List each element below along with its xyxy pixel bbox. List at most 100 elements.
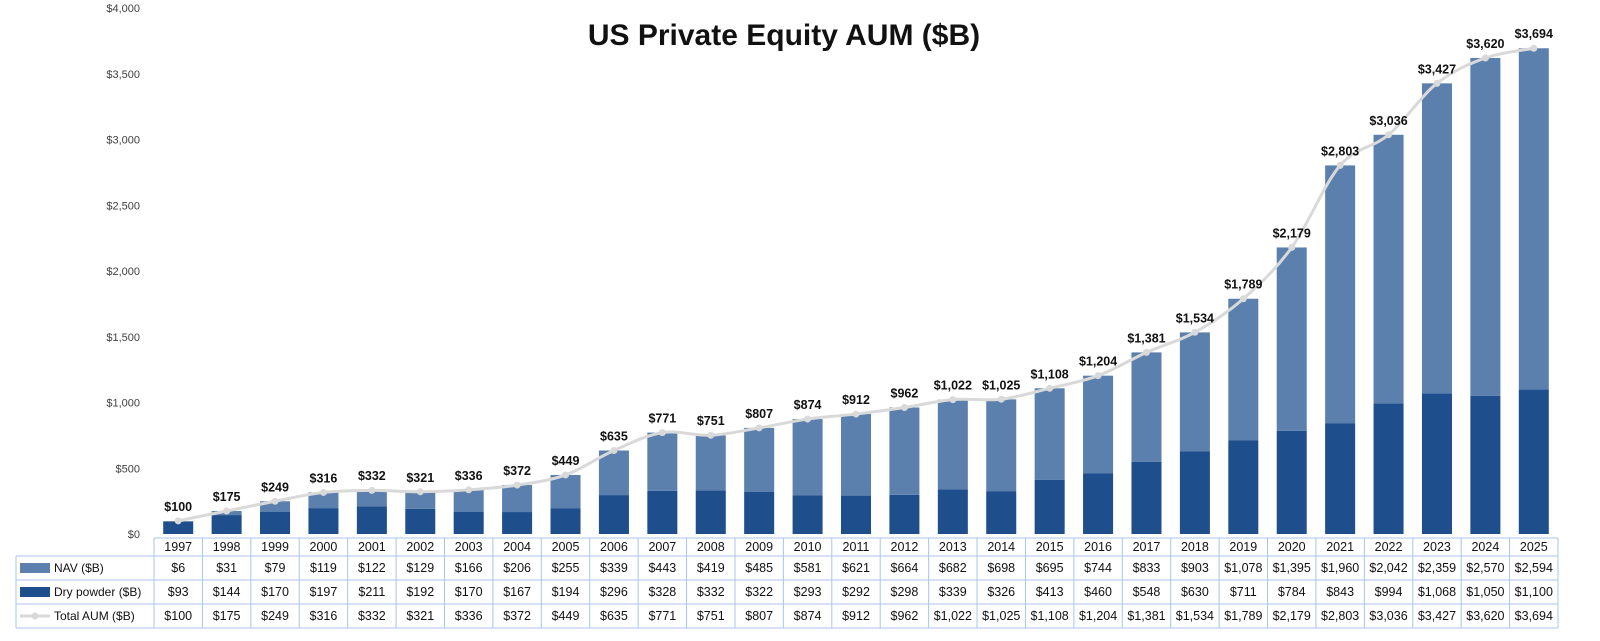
total-data-label: $336 — [455, 469, 483, 483]
total-aum-marker — [1481, 54, 1489, 62]
total-aum-marker — [707, 431, 715, 439]
total-data-label: $2,803 — [1321, 144, 1359, 158]
total-data-label: $3,620 — [1466, 37, 1504, 51]
category-label: 2007 — [648, 540, 676, 554]
bar-dry-powder — [1421, 393, 1452, 534]
bar-nav — [1131, 352, 1162, 462]
total-aum-marker — [562, 471, 570, 479]
table-cell: $419 — [697, 561, 725, 575]
table-cell: $326 — [987, 585, 1015, 599]
total-aum-marker — [223, 507, 231, 515]
bar-nav — [792, 419, 823, 496]
total-data-label: $635 — [600, 429, 628, 443]
table-cell: $175 — [213, 609, 241, 623]
total-aum-marker — [900, 403, 908, 411]
table-cell: $2,359 — [1418, 561, 1456, 575]
total-data-label: $316 — [310, 471, 338, 485]
table-cell: $339 — [600, 561, 628, 575]
bar-dry-powder — [937, 489, 968, 534]
bar-nav — [308, 492, 339, 509]
table-cell: $621 — [842, 561, 870, 575]
bar-dry-powder — [792, 495, 823, 534]
category-label: 2021 — [1326, 540, 1354, 554]
bar-nav — [1325, 165, 1356, 424]
y-tick-label: $1,000 — [106, 398, 140, 410]
bar-nav — [647, 432, 678, 491]
table-cell: $1,108 — [1031, 609, 1069, 623]
bar-dry-powder — [163, 521, 194, 534]
bar-dry-powder — [647, 490, 678, 534]
table-cell: $1,078 — [1224, 561, 1262, 575]
table-cell: $292 — [842, 585, 870, 599]
table-cell: $1,050 — [1466, 585, 1504, 599]
total-data-label: $100 — [164, 500, 192, 514]
table-cell: $548 — [1133, 585, 1161, 599]
total-data-label: $249 — [261, 480, 289, 494]
total-aum-marker — [1336, 161, 1344, 169]
table-cell: $321 — [406, 609, 434, 623]
total-aum-marker — [658, 429, 666, 437]
category-label: 2004 — [503, 540, 531, 554]
table-cell: $2,570 — [1466, 561, 1504, 575]
bar-dry-powder — [598, 495, 629, 534]
table-cell: $122 — [358, 561, 386, 575]
table-cell: $449 — [552, 609, 580, 623]
category-label: 2016 — [1084, 540, 1112, 554]
total-aum-marker — [1530, 44, 1538, 52]
category-label: 2020 — [1278, 540, 1306, 554]
total-data-label: $912 — [842, 393, 870, 407]
table-cell: $31 — [216, 561, 237, 575]
table-cell: $129 — [406, 561, 434, 575]
category-label: 2006 — [600, 540, 628, 554]
total-aum-marker — [368, 486, 376, 494]
total-aum-marker — [1288, 243, 1296, 251]
table-cell: $784 — [1278, 585, 1306, 599]
table-cell: $336 — [455, 609, 483, 623]
total-data-label: $3,427 — [1418, 62, 1456, 76]
bar-dry-powder — [840, 495, 872, 534]
bar-nav — [695, 435, 726, 491]
y-tick-label: $1,500 — [106, 332, 140, 344]
total-data-label: $1,381 — [1127, 331, 1165, 345]
table-cell: $293 — [794, 585, 822, 599]
bar-nav — [502, 484, 533, 513]
table-cell: $316 — [310, 609, 338, 623]
table-cell: $255 — [552, 561, 580, 575]
bar-dry-powder — [1325, 423, 1356, 534]
y-tick-label: $500 — [116, 463, 140, 475]
total-aum-marker — [1046, 384, 1054, 392]
bar-nav — [1518, 48, 1549, 390]
total-data-label: $175 — [213, 490, 241, 504]
total-data-label: $1,204 — [1079, 355, 1117, 369]
bar-dry-powder — [1518, 389, 1549, 534]
total-aum-marker — [1385, 131, 1393, 139]
category-label: 2003 — [455, 540, 483, 554]
bar-dry-powder — [1179, 451, 1210, 534]
table-cell: $485 — [745, 561, 773, 575]
category-label: 2008 — [697, 540, 725, 554]
total-aum-marker — [1094, 372, 1102, 380]
total-data-label: $1,108 — [1031, 367, 1069, 381]
legend-swatch — [20, 563, 50, 573]
table-cell: $2,803 — [1321, 609, 1359, 623]
total-data-label: $1,022 — [934, 379, 972, 393]
y-tick-label: $3,000 — [106, 135, 140, 147]
table-cell: $1,204 — [1079, 609, 1117, 623]
table-cell: $664 — [891, 561, 919, 575]
bar-dry-powder — [889, 494, 920, 534]
y-tick-label: $3,500 — [106, 69, 140, 81]
bar-dry-powder — [308, 508, 339, 534]
category-label: 2024 — [1471, 540, 1499, 554]
category-label: 1997 — [164, 540, 192, 554]
bar-dry-powder — [1276, 430, 1307, 534]
category-label: 2002 — [406, 540, 434, 554]
table-cell: $1,025 — [982, 609, 1020, 623]
table-cell: $1,022 — [934, 609, 972, 623]
total-aum-marker — [319, 488, 327, 496]
table-cell: $443 — [648, 561, 676, 575]
total-data-label: $372 — [503, 464, 531, 478]
chart-title: US Private Equity AUM ($B) — [588, 19, 980, 52]
table-cell: $682 — [939, 561, 967, 575]
legend-swatch — [20, 587, 50, 597]
table-cell: $197 — [310, 585, 338, 599]
